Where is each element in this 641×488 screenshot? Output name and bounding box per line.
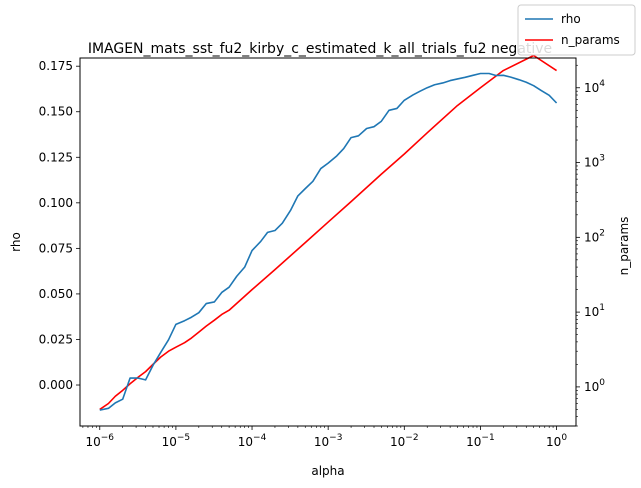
- legend-label-n-params: n_params: [561, 33, 620, 47]
- x-tick-label: 10−1: [466, 433, 495, 449]
- series-layer: [99, 54, 558, 411]
- x-tick-label: 10−3: [314, 433, 343, 449]
- y-tick-label: 0.125: [39, 150, 73, 164]
- y-tick-label: 0.100: [39, 196, 73, 210]
- y2-tick-label: 100: [584, 378, 605, 394]
- x-tick-label: 100: [546, 433, 567, 449]
- y2-tick-label: 102: [584, 228, 605, 244]
- y-axis-ticks: 0.000 0.025 0.050 0.075 0.100 0.125 0.150 0.175: [39, 59, 80, 392]
- y-axis-label: rho: [9, 232, 23, 252]
- y-tick-label: 0.150: [39, 105, 73, 119]
- x-tick-label: 10−4: [238, 433, 267, 449]
- x-axis-ticks: 10−6 10−5 10−4 10−3 10−2 10−1 100: [82, 426, 567, 449]
- y-tick-label: 0.000: [39, 378, 73, 392]
- y2-axis-label: n_params: [617, 217, 631, 276]
- legend-label-rho: rho: [561, 12, 581, 26]
- series-line-rho: [99, 72, 558, 411]
- x-axis-label: alpha: [311, 464, 344, 478]
- y-tick-label: 0.075: [39, 241, 73, 255]
- chart-title: IMAGEN_mats_sst_fu2_kirby_c_estimated_k_…: [88, 41, 552, 57]
- legend-box: [517, 4, 636, 56]
- y2-tick-label: 104: [584, 79, 605, 95]
- y2-tick-label: 103: [584, 154, 605, 170]
- y-tick-label: 0.050: [39, 287, 73, 301]
- y2-tick-label: 101: [584, 303, 605, 319]
- y2-axis-ticks: 100 101 102 103 104: [576, 64, 605, 427]
- x-tick-label: 10−6: [85, 433, 114, 449]
- series-line-n-params: [99, 54, 558, 411]
- y-tick-label: 0.175: [39, 59, 73, 73]
- x-tick-label: 10−2: [390, 433, 419, 449]
- x-tick-label: 10−5: [162, 433, 191, 449]
- legend: rho n_params: [517, 4, 636, 56]
- y-tick-label: 0.025: [39, 332, 73, 346]
